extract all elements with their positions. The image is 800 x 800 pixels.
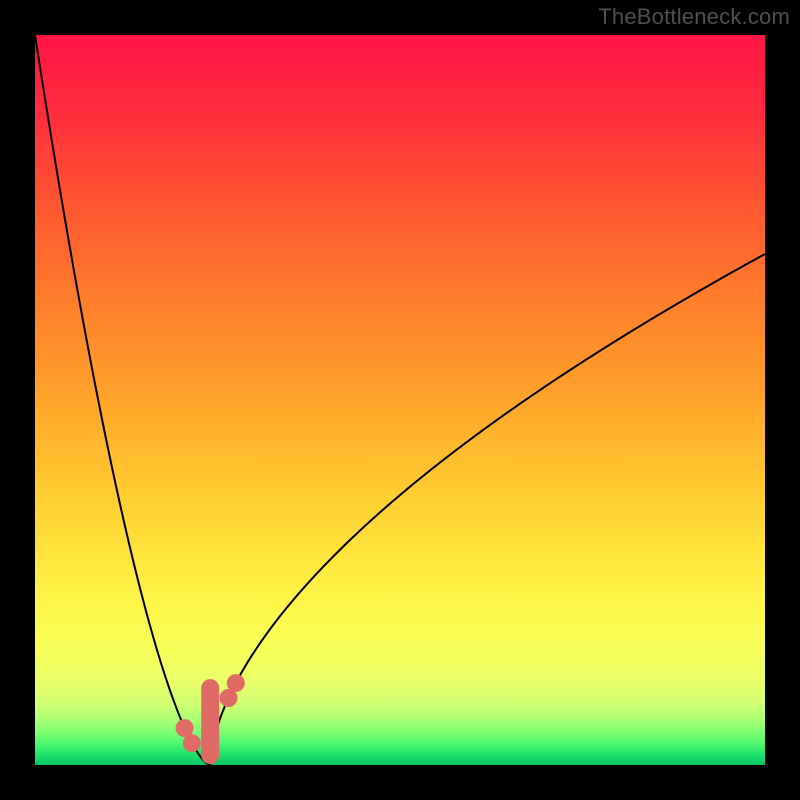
gradient-background [35, 35, 765, 765]
plot-area [35, 35, 765, 765]
valley-bar [201, 679, 219, 764]
frame-border-right [765, 0, 800, 800]
curve-marker [183, 734, 201, 752]
frame-border-bottom [0, 765, 800, 800]
chart-frame: TheBottleneck.com [0, 0, 800, 800]
frame-border-left [0, 0, 35, 800]
watermark-label: TheBottleneck.com [598, 4, 790, 30]
curve-marker [227, 674, 245, 692]
plot-svg [35, 35, 765, 765]
